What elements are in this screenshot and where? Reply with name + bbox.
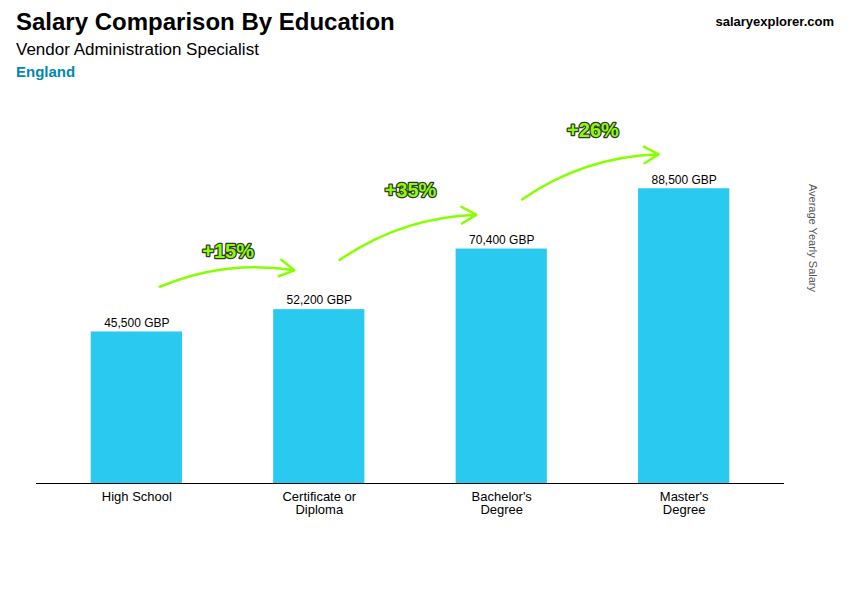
svg-text:+35%: +35% xyxy=(385,179,437,201)
svg-text:Master'sDegree: Master'sDegree xyxy=(660,489,709,517)
svg-text:45,500 GBP: 45,500 GBP xyxy=(104,316,169,330)
svg-text:52,200 GBP: 52,200 GBP xyxy=(287,293,352,307)
svg-text:Average Yearly Salary: Average Yearly Salary xyxy=(807,184,819,293)
html-text:salaryexplorer.com: salaryexplorer.com xyxy=(715,14,834,29)
svg-text:Bachelor'sDegree: Bachelor'sDegree xyxy=(472,489,533,517)
html-text:England: England xyxy=(16,63,76,80)
svg-text:+26%: +26% xyxy=(567,119,619,141)
svg-text:88,500 GBP: 88,500 GBP xyxy=(651,173,716,187)
svg-text:+15%: +15% xyxy=(202,240,254,262)
svg-text:70,400 GBP: 70,400 GBP xyxy=(469,233,534,247)
html-text:Salary Comparison By Education: Salary Comparison By Education xyxy=(16,8,395,35)
svg-text:High School: High School xyxy=(102,489,172,504)
html-text:Vendor Administration Speciali: Vendor Administration Specialist xyxy=(16,40,259,59)
svg-text:Certificate orDiploma: Certificate orDiploma xyxy=(282,489,356,517)
